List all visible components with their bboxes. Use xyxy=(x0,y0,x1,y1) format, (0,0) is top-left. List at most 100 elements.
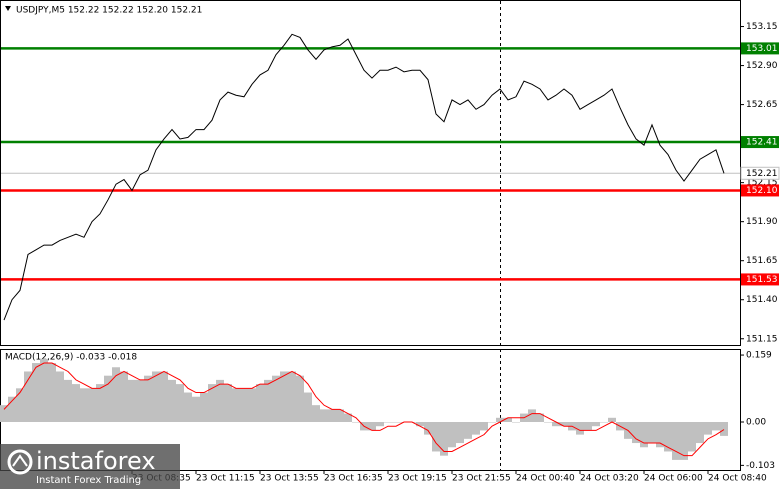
histogram-bar xyxy=(464,422,472,439)
histogram-bar xyxy=(48,363,56,422)
histogram-bar xyxy=(200,392,208,422)
histogram-bar xyxy=(392,422,400,423)
y-tick-label: -0.103 xyxy=(746,461,775,471)
x-tick-label: 24 Oct 00:40 xyxy=(516,474,575,484)
histogram-bar xyxy=(128,379,136,422)
histogram-bar xyxy=(552,422,560,427)
histogram-bar xyxy=(696,422,704,444)
histogram-bar xyxy=(384,422,392,423)
histogram-bar xyxy=(488,422,496,423)
histogram-bar xyxy=(8,396,16,422)
histogram-bar xyxy=(592,422,600,427)
histogram-bar xyxy=(352,422,360,423)
histogram-bar xyxy=(328,409,336,422)
histogram-bar xyxy=(640,422,648,448)
histogram-bar xyxy=(528,409,536,422)
histogram-bar xyxy=(88,388,96,422)
level-label: 153.01 xyxy=(746,44,778,54)
histogram-bar xyxy=(368,422,376,431)
y-tick-label: 151.90 xyxy=(746,217,778,227)
histogram-bar xyxy=(448,422,456,448)
histogram-bar xyxy=(472,422,480,435)
histogram-bar xyxy=(120,371,128,422)
histogram-bar xyxy=(656,422,664,448)
histogram-bar xyxy=(504,417,512,422)
histogram-bar xyxy=(144,375,152,422)
histogram-bar xyxy=(344,413,352,422)
histogram-bar xyxy=(336,409,344,422)
histogram-bar xyxy=(56,371,64,422)
histogram-bar xyxy=(160,371,168,422)
logo-mark xyxy=(12,454,28,467)
x-tick-label: 23 Oct 13:55 xyxy=(260,474,319,484)
histogram-bar xyxy=(512,422,520,423)
level-box xyxy=(741,184,779,197)
watermark: instaforex Instant Forex Trading xyxy=(0,444,180,489)
histogram-bar xyxy=(240,388,248,422)
histogram-bar xyxy=(600,422,608,423)
histogram-bar xyxy=(680,422,688,460)
y-tick-label: 151.15 xyxy=(746,334,778,344)
histogram-bar xyxy=(280,371,288,422)
signal-line xyxy=(3,362,725,457)
histogram-bar xyxy=(376,422,384,427)
logo xyxy=(7,449,33,475)
histogram-bar xyxy=(208,384,216,422)
histogram-bar xyxy=(432,422,440,452)
histogram-bar xyxy=(176,384,184,422)
histogram-bar xyxy=(104,375,112,422)
histogram-bar xyxy=(720,422,728,436)
x-tick-label: 24 Oct 06:00 xyxy=(644,474,703,484)
histogram-bar xyxy=(224,384,232,422)
histogram-bar xyxy=(416,422,424,427)
histogram-bar xyxy=(264,379,272,422)
histogram-bar xyxy=(96,384,104,422)
histogram-bar xyxy=(192,396,200,422)
histogram-bar xyxy=(72,384,80,422)
histogram-bar xyxy=(672,422,680,460)
level-label: 152.41 xyxy=(746,138,778,148)
histogram-bar xyxy=(168,379,176,422)
histogram-bar xyxy=(0,405,8,422)
tagline: Instant Forex Trading xyxy=(36,475,141,486)
histogram-bar xyxy=(112,367,120,422)
histogram-bar xyxy=(320,409,328,422)
symbol-icon xyxy=(5,6,11,11)
y-tick-label: 151.65 xyxy=(746,256,778,266)
y-tick-label: 152.65 xyxy=(746,100,778,110)
level-label: 151.53 xyxy=(746,275,778,285)
histogram-bar xyxy=(40,358,48,422)
y-tick-label: 152.15 xyxy=(746,178,778,188)
y-tick-label: 0.159 xyxy=(746,351,772,361)
histogram-bar xyxy=(456,422,464,444)
histogram-bar xyxy=(216,379,224,422)
macd-title: MACD(12,26,9) -0.033 -0.018 xyxy=(5,353,137,363)
price-line xyxy=(3,33,725,321)
y-tick-label: 0.00 xyxy=(746,418,766,428)
histogram-bar xyxy=(480,422,488,431)
y-tick-label: 153.15 xyxy=(746,22,778,32)
histogram-bar xyxy=(64,379,72,422)
current-price-label: 152.21 xyxy=(746,169,778,179)
histogram-bar xyxy=(664,422,672,452)
histogram-bar xyxy=(632,422,640,444)
histogram-bar xyxy=(544,422,552,423)
histogram-bar xyxy=(184,392,192,422)
histogram-bar xyxy=(536,413,544,422)
level-box xyxy=(741,273,779,286)
x-tick-label: 23 Oct 11:15 xyxy=(196,474,255,484)
histogram-bar xyxy=(248,388,256,422)
histogram-bar xyxy=(496,417,504,422)
histogram-bar xyxy=(24,371,32,422)
y-tick-label: 152.90 xyxy=(746,61,778,71)
histogram-bar xyxy=(256,384,264,422)
histogram-bar xyxy=(32,363,40,422)
histogram-bar xyxy=(296,375,304,422)
histogram-bar xyxy=(560,422,568,427)
histogram-bar xyxy=(304,392,312,422)
histogram-bar xyxy=(288,371,296,422)
histogram-bar xyxy=(608,417,616,422)
chart-title: USDJPY,M5 152.22 152.22 152.20 152.21 xyxy=(16,6,202,16)
brand: instaforex xyxy=(36,447,156,475)
histogram-bar xyxy=(152,371,160,422)
